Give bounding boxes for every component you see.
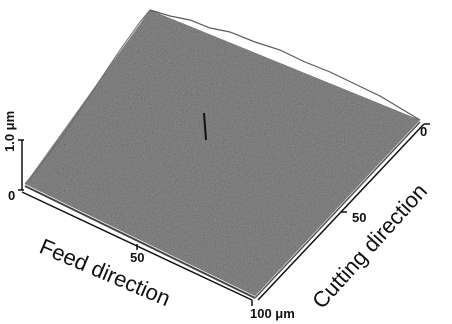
cutting-axis-tick-0: 0: [420, 124, 427, 139]
feed-axis-tick-100: 100 μm: [250, 306, 295, 321]
z-axis-max-label: 1.0 μm: [2, 111, 17, 152]
feed-axis-tick-50: 50: [130, 250, 144, 265]
surface-defect-mark: [203, 112, 207, 141]
z-axis: 1.0 μm 0: [2, 111, 24, 203]
cutting-axis-tick-50: 50: [352, 210, 366, 225]
z-axis-zero-label: 0: [8, 188, 15, 203]
